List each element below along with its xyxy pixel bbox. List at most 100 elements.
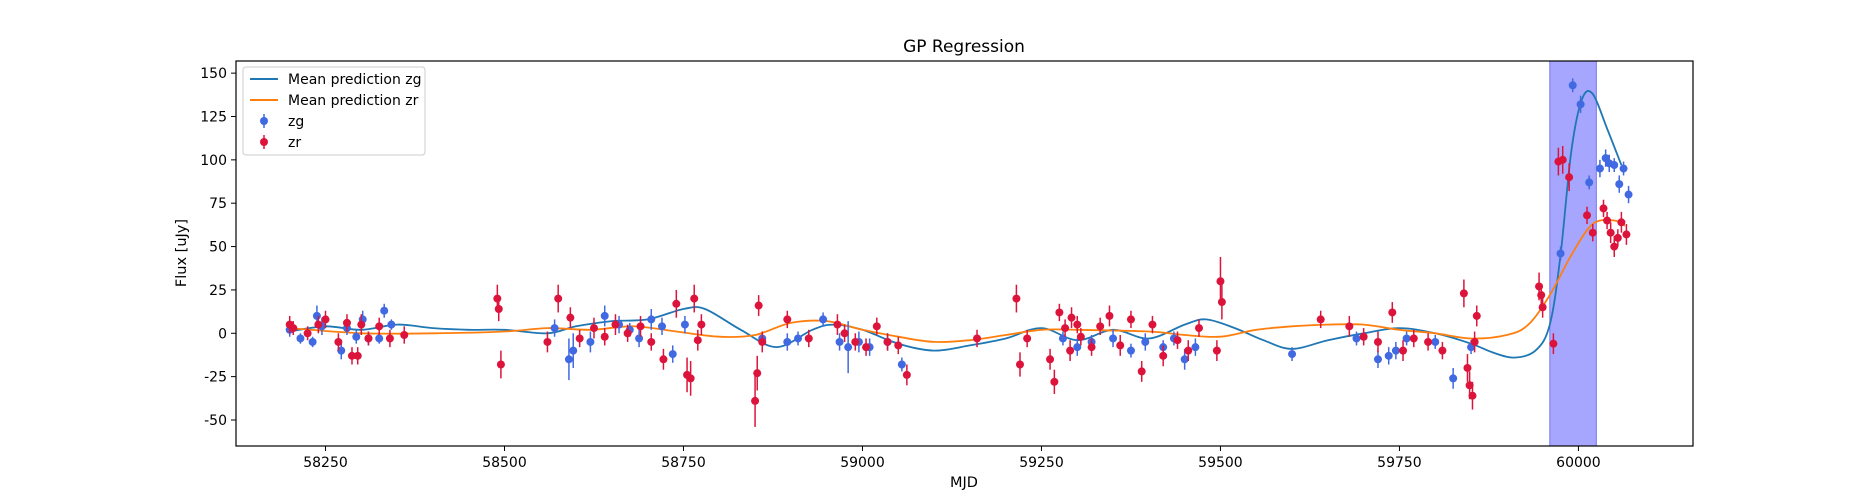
zr-point: [1617, 218, 1626, 227]
zr-point: [647, 337, 656, 346]
zr-point: [636, 322, 645, 331]
zg-point: [1576, 100, 1585, 109]
zr-point: [1073, 320, 1082, 329]
zr-point: [883, 337, 892, 346]
zr-point: [1066, 346, 1075, 355]
zr-point: [1565, 173, 1574, 182]
zr-point: [1465, 381, 1474, 390]
y-tick-label: -25: [204, 370, 227, 386]
zr-point: [353, 351, 362, 360]
y-tick-label: 125: [200, 109, 227, 125]
zr-point: [400, 331, 409, 340]
zr-point: [1316, 315, 1325, 324]
zr-point: [314, 320, 323, 329]
plot-content: [285, 61, 1633, 446]
legend-item: zg: [260, 114, 304, 130]
zg-point: [897, 360, 906, 369]
zr-point: [1076, 332, 1085, 341]
zg-point: [680, 320, 689, 329]
zr-point: [1159, 351, 1168, 360]
zg-point: [312, 311, 321, 320]
y-tick-label: 25: [209, 283, 227, 299]
zr-point: [1583, 211, 1592, 220]
zr-point: [375, 322, 384, 331]
zr-point: [1023, 334, 1032, 343]
zg-point: [1615, 180, 1624, 189]
zr-point: [334, 337, 343, 346]
zr-point: [1538, 303, 1547, 312]
zr-point: [783, 315, 792, 324]
zr-point: [575, 334, 584, 343]
y-tick-label: 150: [200, 66, 227, 82]
zr-point: [1116, 341, 1125, 350]
legend-marker-swatch: [260, 117, 268, 125]
zg-point: [586, 337, 595, 346]
zr-point: [1409, 334, 1418, 343]
zr-point: [686, 374, 695, 383]
zg-point: [1391, 346, 1400, 355]
zr-point: [1050, 377, 1059, 386]
zg-point: [658, 322, 667, 331]
zr-point: [1622, 230, 1631, 239]
zr-point: [1105, 311, 1114, 320]
zr-point: [754, 301, 763, 310]
zr-point: [1549, 339, 1558, 348]
zr-point: [1148, 320, 1157, 329]
x-axis-label: MJD: [950, 475, 978, 491]
zr-point: [321, 315, 330, 324]
zr-point: [1061, 324, 1070, 333]
zg-point: [668, 350, 677, 359]
zr-point: [1087, 343, 1096, 352]
legend: Mean prediction zg Mean prediction zr zg zr: [242, 66, 426, 156]
zr-point: [1388, 308, 1397, 317]
line-mean-prediction-zg: [289, 90, 1623, 359]
y-tick-label: -50: [204, 413, 227, 429]
zr-point: [753, 369, 762, 378]
zr-point: [1606, 228, 1615, 237]
legend-label: zr: [288, 135, 301, 151]
y-axis-label: Flux [uJy]: [174, 219, 190, 287]
zr-point: [493, 294, 502, 303]
zr-point: [1373, 337, 1382, 346]
zr-point: [1472, 311, 1481, 320]
zr-point: [364, 334, 373, 343]
zg-point: [375, 334, 384, 343]
legend-label: Mean prediction zr: [288, 93, 419, 109]
zr-point: [303, 329, 312, 338]
legend-marker-swatch: [260, 138, 268, 146]
zr-point: [1012, 294, 1021, 303]
zr-point: [840, 329, 849, 338]
zg-point: [569, 346, 578, 355]
zr-point: [600, 332, 609, 341]
zr-point: [1096, 322, 1105, 331]
x-tick-label: 58750: [661, 455, 706, 471]
zg-point: [600, 311, 609, 320]
y-tick-label: 100: [200, 153, 227, 169]
zg-point: [835, 337, 844, 346]
zr-point: [1459, 289, 1468, 298]
zr-point: [1359, 332, 1368, 341]
zr-point: [1463, 363, 1472, 372]
zg-point: [308, 337, 317, 346]
x-axis: 58250 58500 58750 59000 59250 59500 59750 60000: [303, 446, 1601, 471]
zr-point: [1173, 336, 1182, 345]
zr-point: [1424, 337, 1433, 346]
zr-point: [496, 360, 505, 369]
zr-point: [1046, 355, 1055, 364]
zg-point: [1449, 374, 1458, 383]
zg-point: [1610, 161, 1619, 170]
zr-point: [1588, 228, 1597, 237]
zr-point: [851, 337, 860, 346]
zr-point: [543, 337, 552, 346]
legend-box: [242, 66, 426, 156]
zr-point: [494, 304, 503, 313]
zg-point: [647, 315, 656, 324]
zr-point: [1613, 233, 1622, 242]
zr-point: [347, 351, 356, 360]
zr-point: [1345, 322, 1354, 331]
zr-point: [1137, 367, 1146, 376]
legend-label: Mean prediction zg: [288, 72, 422, 88]
zg-point: [1180, 355, 1189, 364]
zg-point: [1141, 337, 1150, 346]
